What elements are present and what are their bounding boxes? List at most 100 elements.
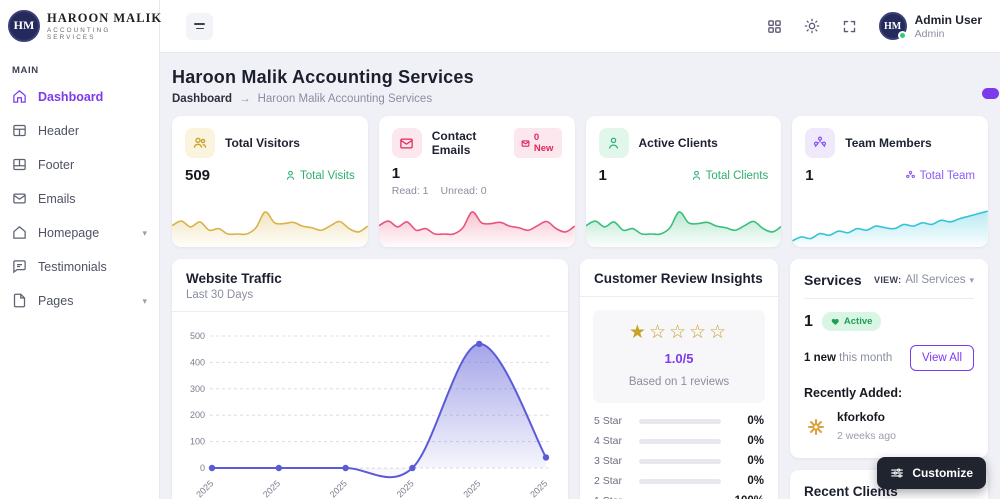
stat-card-team-members: Team Members 1 Total Team bbox=[792, 116, 988, 247]
customer-review-card: Customer Review Insights ★☆☆☆☆ 1.0/5 Bas… bbox=[580, 259, 778, 499]
heart-badge-icon bbox=[831, 317, 840, 326]
stat-title: Contact Emails bbox=[431, 129, 477, 157]
flower-icon bbox=[804, 415, 828, 439]
recent-clients-title: Recent Clients bbox=[804, 483, 898, 499]
review-breakdown: 5 Star 0% 4 Star 0% 3 Star 0% 2 Star bbox=[580, 403, 778, 499]
menu-toggle-button[interactable] bbox=[186, 12, 213, 40]
page-title: Haroon Malik Accounting Services bbox=[172, 67, 474, 87]
rating-bar bbox=[639, 418, 721, 424]
stat-title: Total Visitors bbox=[225, 136, 300, 150]
review-score: 1.0/5 bbox=[664, 351, 694, 366]
stat-value: 1 bbox=[598, 167, 607, 184]
service-list-item[interactable]: kforkofo 2 weeks ago bbox=[804, 410, 974, 444]
services-view-dropdown[interactable]: VIEW: All Services ▾ bbox=[874, 274, 974, 286]
sidebar-item-pages[interactable]: Pages ▾ bbox=[0, 284, 159, 318]
team-icon bbox=[805, 128, 836, 158]
review-row-1-star: 1 Star 100% bbox=[594, 495, 764, 499]
stat-card-contact-emails: Contact Emails 0 New 1 Read: 1 Unread: 0 bbox=[378, 116, 575, 247]
layout-icon bbox=[12, 157, 28, 173]
total-clients-link[interactable]: Total Clients bbox=[691, 170, 768, 182]
new-emails-badge: 0 New bbox=[513, 128, 562, 158]
svg-text:2025: 2025 bbox=[194, 478, 215, 499]
sidebar-item-emails[interactable]: Emails bbox=[0, 182, 159, 216]
sidebar-item-label: Homepage bbox=[38, 226, 100, 240]
chevron-down-icon: ▾ bbox=[142, 227, 147, 238]
rating-bar bbox=[639, 458, 721, 464]
sidebar-item-homepage[interactable]: Homepage ▾ bbox=[0, 216, 159, 250]
services-card: Services VIEW: All Services ▾ 1 Active bbox=[790, 259, 988, 458]
service-time: 2 weeks ago bbox=[837, 429, 896, 442]
sidebar-item-label: Header bbox=[38, 124, 79, 138]
sliders-icon bbox=[890, 466, 904, 480]
sidebar-item-dashboard[interactable]: Dashboard bbox=[0, 80, 159, 114]
svg-text:200: 200 bbox=[190, 410, 205, 420]
mail-icon bbox=[391, 128, 422, 158]
avatar: HM bbox=[878, 12, 907, 40]
total-visits-link[interactable]: Total Visits bbox=[285, 170, 355, 182]
brand-logo-icon: HM bbox=[8, 9, 40, 42]
brand-name: HAROON MALIK bbox=[47, 10, 163, 25]
apps-grid-button[interactable] bbox=[767, 19, 782, 34]
services-title: Services bbox=[804, 272, 862, 288]
sidebar-item-testimonials[interactable]: Testimonials bbox=[0, 250, 159, 284]
stat-cards-row: Total Visitors 509 Total Visits Contact … bbox=[172, 116, 988, 247]
review-row-3-star: 3 Star 0% bbox=[594, 455, 764, 467]
menu-icon bbox=[194, 22, 205, 25]
grid-icon bbox=[767, 19, 782, 34]
customizer-pill-button[interactable] bbox=[982, 88, 999, 99]
message-icon bbox=[12, 259, 28, 275]
main-content: Haroon Malik Accounting Services Dashboa… bbox=[160, 53, 1000, 499]
user-name: Admin User bbox=[914, 12, 982, 27]
breadcrumb: Dashboard → Haroon Malik Accounting Serv… bbox=[172, 93, 988, 105]
traffic-chart: 0 100 200 300 400 500 2025 2025 2025 2025 2025 2025 bbox=[172, 312, 568, 499]
traffic-subtitle: Last 30 Days bbox=[186, 289, 254, 301]
emails-read-unread: Read: 1 Unread: 0 bbox=[391, 185, 487, 197]
star-rating: ★☆☆☆☆ bbox=[628, 322, 730, 343]
svg-text:500: 500 bbox=[190, 331, 205, 341]
traffic-title: Website Traffic bbox=[186, 271, 282, 286]
user-menu[interactable]: HM Admin User Admin bbox=[878, 12, 982, 40]
fullscreen-button[interactable] bbox=[842, 19, 857, 34]
home-icon bbox=[12, 225, 28, 241]
team-icon bbox=[905, 170, 916, 181]
breadcrumb-dashboard[interactable]: Dashboard bbox=[172, 93, 233, 105]
right-column: Services VIEW: All Services ▾ 1 Active bbox=[790, 259, 988, 499]
sidebar-item-header[interactable]: Header bbox=[0, 114, 159, 148]
svg-text:2025: 2025 bbox=[461, 478, 482, 499]
person-icon bbox=[285, 170, 296, 181]
review-based-on: Based on 1 reviews bbox=[628, 376, 730, 388]
stat-title: Active Clients bbox=[638, 136, 718, 150]
service-name: kforkofo bbox=[837, 410, 885, 424]
website-traffic-card: Website Traffic Last 30 Days 0 100 200 300 4… bbox=[172, 259, 568, 499]
emails-sparkline bbox=[378, 195, 575, 247]
stat-value: 1 bbox=[805, 167, 814, 184]
chevron-down-icon: ▾ bbox=[142, 295, 147, 306]
visitors-sparkline bbox=[172, 195, 368, 247]
sidebar-item-label: Emails bbox=[38, 192, 76, 206]
chevron-down-icon: ▾ bbox=[969, 274, 974, 285]
review-row-4-star: 4 Star 0% bbox=[594, 435, 764, 447]
dashboard-lower-row: Website Traffic Last 30 Days 0 100 200 300 4… bbox=[172, 259, 988, 499]
clients-sparkline bbox=[585, 195, 782, 247]
online-status-dot bbox=[897, 31, 907, 40]
review-title: Customer Review Insights bbox=[594, 271, 763, 286]
services-count: 1 bbox=[804, 312, 813, 330]
visitors-icon bbox=[185, 128, 215, 158]
brand[interactable]: HM HAROON MALIK ACCOUNTING SERVICES bbox=[0, 0, 163, 53]
sidebar-item-label: Footer bbox=[38, 158, 75, 172]
layout-icon bbox=[12, 123, 28, 139]
review-summary-box: ★☆☆☆☆ 1.0/5 Based on 1 reviews bbox=[593, 310, 765, 403]
total-team-link[interactable]: Total Team bbox=[905, 170, 975, 182]
theme-toggle-button[interactable] bbox=[804, 18, 820, 34]
view-all-button[interactable]: View All bbox=[909, 345, 974, 371]
customize-button[interactable]: Customize bbox=[877, 457, 986, 489]
sidebar-item-footer[interactable]: Footer bbox=[0, 148, 159, 182]
stat-value: 509 bbox=[185, 167, 211, 184]
svg-text:300: 300 bbox=[190, 384, 205, 394]
active-services-badge: Active bbox=[821, 312, 882, 331]
sidebar-item-label: Testimonials bbox=[38, 260, 107, 274]
mail-icon bbox=[521, 139, 530, 148]
sidebar-item-label: Dashboard bbox=[38, 90, 104, 104]
person-icon bbox=[598, 128, 629, 158]
stat-title: Team Members bbox=[845, 136, 932, 150]
